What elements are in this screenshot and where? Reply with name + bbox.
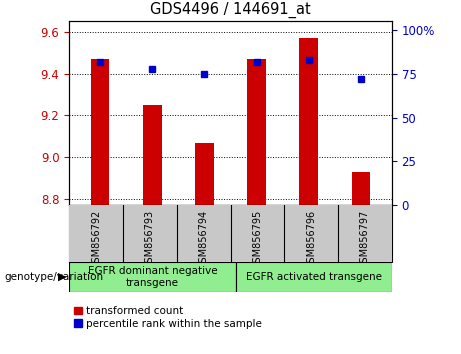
Bar (352, 172, 370, 205)
Bar (284, 205, 338, 262)
Bar (91, 59, 110, 205)
Text: ▶: ▶ (59, 272, 67, 282)
Text: EGFR dominant negative
transgene: EGFR dominant negative transgene (88, 266, 217, 288)
Text: EGFR activated transgene: EGFR activated transgene (246, 272, 382, 282)
FancyBboxPatch shape (236, 262, 392, 292)
Text: GSM856792: GSM856792 (91, 210, 101, 269)
Text: genotype/variation: genotype/variation (5, 272, 104, 282)
Bar (195, 143, 213, 205)
FancyBboxPatch shape (69, 262, 236, 292)
Bar (230, 205, 284, 262)
Bar (338, 205, 392, 262)
Bar (177, 205, 230, 262)
Bar (69, 205, 123, 262)
Bar (123, 205, 177, 262)
Text: GSM856797: GSM856797 (360, 210, 370, 269)
Text: GSM856794: GSM856794 (199, 210, 209, 269)
Text: GSM856796: GSM856796 (306, 210, 316, 269)
Title: GDS4496 / 144691_at: GDS4496 / 144691_at (150, 2, 311, 18)
Bar (143, 105, 161, 205)
Bar (248, 59, 266, 205)
Text: GSM856795: GSM856795 (252, 210, 262, 269)
Bar (300, 38, 318, 205)
Legend: transformed count, percentile rank within the sample: transformed count, percentile rank withi… (74, 306, 262, 329)
Text: GSM856793: GSM856793 (145, 210, 155, 269)
